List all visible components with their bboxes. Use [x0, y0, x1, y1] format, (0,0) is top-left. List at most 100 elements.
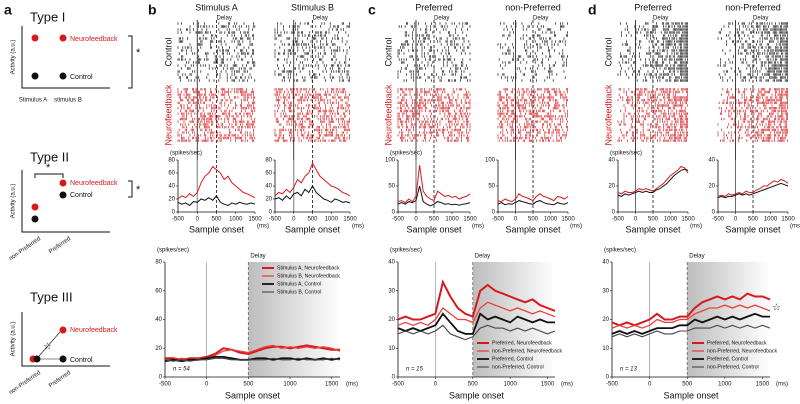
column-header: Preferred [415, 2, 453, 12]
raster-row [406, 22, 468, 25]
row-label-neurofeedback: Neurofeedback [383, 84, 393, 146]
raster-row [177, 101, 256, 104]
raster-row [178, 40, 251, 43]
raster-row [723, 70, 788, 73]
x-tick-label: 1500 [248, 217, 262, 223]
column-header: Stimulus A [195, 2, 238, 12]
legend-label: Preferred, Control [707, 356, 748, 362]
y-tick-label: 0 [392, 375, 396, 381]
raster-row [717, 123, 787, 126]
raster-row [397, 96, 470, 99]
raster-row [717, 64, 788, 67]
x-tick-label: 0 [648, 382, 652, 388]
raster-row [617, 139, 687, 142]
series-line [497, 193, 569, 203]
raster-row [635, 37, 688, 40]
dot [31, 34, 39, 42]
y-tick-label: 20 [155, 346, 162, 352]
raster-row [507, 79, 554, 82]
raster-row [177, 70, 248, 73]
raster-row [189, 43, 253, 46]
raster-row [398, 131, 470, 134]
y-tick-label: 40 [708, 158, 715, 164]
raster-row [498, 99, 568, 102]
raster-row [178, 52, 254, 55]
x-tick-label: 1500 [541, 382, 555, 388]
legend-label: Preferred, Neurofeedback [707, 340, 767, 346]
row-label-control: Control [383, 37, 393, 66]
legend-label: non-Preferred, Control [492, 364, 544, 370]
raster-row [400, 109, 467, 113]
legend-label: Preferred, Control [492, 356, 533, 362]
x-tick-label: 1000 [325, 217, 339, 223]
x-tick-label: 500 [429, 217, 440, 223]
x-label: Sample onset [505, 224, 561, 234]
raster-row [274, 52, 348, 55]
raster-row [520, 70, 565, 73]
raster-row [413, 28, 468, 31]
x-label: non-Preferred [8, 236, 42, 262]
panel-label: d [588, 2, 597, 18]
raster-row [497, 126, 568, 129]
raster-row [177, 107, 256, 110]
series-line [611, 312, 770, 335]
raster-row [274, 88, 345, 91]
raster-row [618, 61, 688, 64]
raster-row [186, 61, 256, 64]
raster-row [274, 131, 348, 134]
raster-row [501, 76, 566, 79]
y-label: Activity (a.u.) [11, 184, 17, 219]
raster-row [181, 55, 252, 58]
series-line [617, 168, 689, 197]
column-header: non-Preferred [505, 2, 561, 12]
raster-row [397, 49, 465, 52]
raster-row [202, 34, 254, 37]
epoch-label: Delay [434, 16, 449, 22]
raster-row [180, 99, 254, 102]
series-line [165, 344, 340, 361]
y-tick-label: 10 [388, 346, 395, 352]
raster-row [177, 134, 254, 137]
legend-label: non-Preferred, Neurofeedback [492, 348, 562, 354]
x-tick-label: -500 [159, 382, 172, 388]
epoch-label: Delay [689, 254, 704, 260]
raster-row [397, 115, 470, 118]
bracket [128, 35, 133, 89]
raster-row [400, 104, 471, 107]
dot [31, 215, 39, 223]
x-tick-label: 1500 [681, 217, 695, 223]
x-unit: (ms) [346, 382, 358, 388]
x-tick-label: 1500 [561, 217, 575, 223]
y-label: (spikes/sec) [390, 248, 422, 254]
raster-row [506, 25, 565, 28]
delay-shading [687, 262, 770, 377]
x-tick-label: 1500 [325, 382, 339, 388]
raster-row [717, 131, 788, 134]
x-tick-label: 500 [211, 217, 222, 223]
raster-row [624, 107, 686, 110]
dot [59, 326, 67, 334]
x-tick-label: -500 [269, 217, 282, 223]
raster-row [507, 37, 565, 40]
raster-row [177, 131, 254, 134]
raster-row [620, 55, 688, 58]
series-line [177, 194, 256, 207]
raster-row [181, 67, 252, 70]
bracket [34, 173, 64, 178]
schematic-title: Type III [30, 289, 73, 304]
raster-row [498, 96, 567, 99]
raster-row [627, 49, 688, 52]
y-tick-label: 30 [388, 288, 395, 294]
dot [59, 179, 67, 187]
raster-row [274, 70, 349, 73]
y-tick-label: 20 [708, 184, 715, 190]
raster-row [502, 128, 568, 132]
raster-row [497, 109, 568, 113]
raster-row [723, 99, 788, 102]
raster-row [630, 126, 688, 129]
raster-row [286, 61, 347, 64]
y-tick-label: 60 [155, 288, 162, 294]
raster-row [407, 64, 467, 67]
raster-row [620, 52, 688, 55]
series-line [164, 357, 341, 362]
